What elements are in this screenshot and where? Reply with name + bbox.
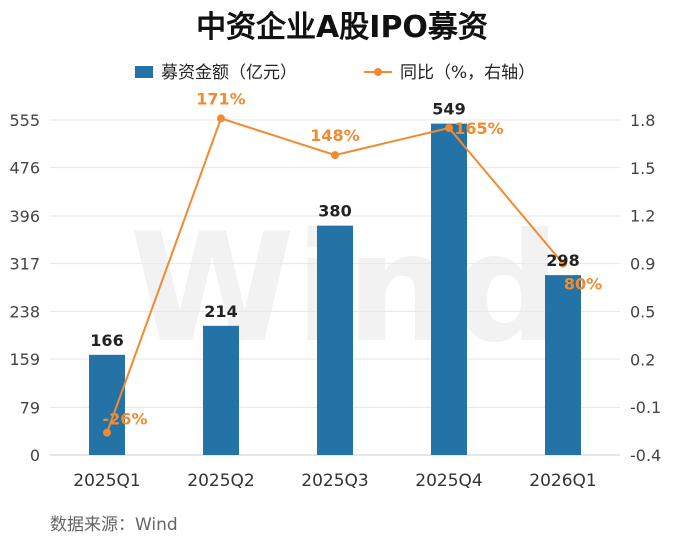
left-axis-tick-label: 476 (9, 159, 40, 178)
x-axis-tick-label: 2025Q2 (187, 471, 254, 491)
left-axis-tick-label: 79 (20, 398, 40, 417)
legend-line-label: 同比（%，右轴） (400, 63, 535, 83)
legend: 募资金额（亿元） 同比（%，右轴） (135, 63, 535, 83)
right-axis-tick-label: -0.4 (630, 446, 661, 465)
legend-line-marker (374, 68, 382, 76)
line-value-label: 165% (454, 119, 503, 138)
line-point (445, 123, 453, 132)
bar-value-label: 214 (204, 302, 237, 321)
bar-series (89, 123, 581, 456)
right-axis-tick-label: 1.8 (630, 111, 655, 130)
bar (431, 123, 467, 456)
left-axis-tick-label: 159 (9, 350, 40, 369)
line-series (103, 114, 567, 437)
left-axis-tick-label: 0 (30, 446, 40, 465)
legend-bar-label: 募资金额（亿元） (161, 63, 297, 83)
right-axis-tick-label: 0.2 (630, 350, 655, 369)
x-axis-ticks: 2025Q1 2025Q2 2025Q3 2025Q4 2026Q1 (73, 471, 596, 491)
right-axis-ticks: -0.4 -0.1 0.2 0.5 0.9 1.2 1.5 1.8 (630, 111, 661, 465)
line-value-label: 171% (196, 89, 245, 108)
bar-value-label: 166 (90, 331, 123, 350)
left-axis-tick-label: 238 (9, 302, 40, 321)
line-point (217, 114, 225, 123)
bar-value-label: 298 (546, 251, 579, 270)
line-value-label: -26% (103, 410, 148, 429)
left-axis-tick-label: 555 (9, 111, 40, 130)
right-axis-tick-label: 0.5 (630, 302, 655, 321)
left-axis-tick-label: 317 (9, 255, 40, 274)
left-axis-tick-label: 396 (9, 207, 40, 226)
bar-value-labels: 166 214 380 549 298 (90, 100, 579, 350)
left-axis-ticks: 0 79 159 238 317 396 476 555 (9, 111, 40, 465)
x-axis-tick-label: 2025Q3 (301, 471, 368, 491)
line-value-label: 80% (564, 275, 602, 294)
x-axis-tick-label: 2025Q1 (73, 471, 140, 491)
line-point (559, 259, 567, 268)
x-axis-tick-label: 2026Q1 (529, 471, 596, 491)
bar (203, 325, 239, 455)
right-axis-tick-label: 1.2 (630, 207, 655, 226)
line-value-labels: -26% 171% 148% 165% 80% (103, 89, 603, 428)
right-axis-tick-label: 1.5 (630, 159, 655, 178)
line-point (103, 428, 111, 437)
bar-value-label: 549 (432, 100, 465, 119)
line-point (331, 151, 339, 160)
bar (89, 354, 125, 455)
bar (317, 225, 353, 455)
bar-value-label: 380 (318, 202, 351, 221)
bar (545, 275, 581, 455)
right-axis-tick-label: 0.9 (630, 255, 655, 274)
chart-title: 中资企业A股IPO募资 (196, 10, 488, 45)
line-value-label: 148% (310, 126, 359, 145)
source-note: 数据来源：Wind (50, 515, 178, 535)
x-axis-tick-label: 2025Q4 (415, 471, 482, 491)
legend-bar-swatch (135, 66, 153, 78)
right-axis-tick-label: -0.1 (630, 398, 661, 417)
